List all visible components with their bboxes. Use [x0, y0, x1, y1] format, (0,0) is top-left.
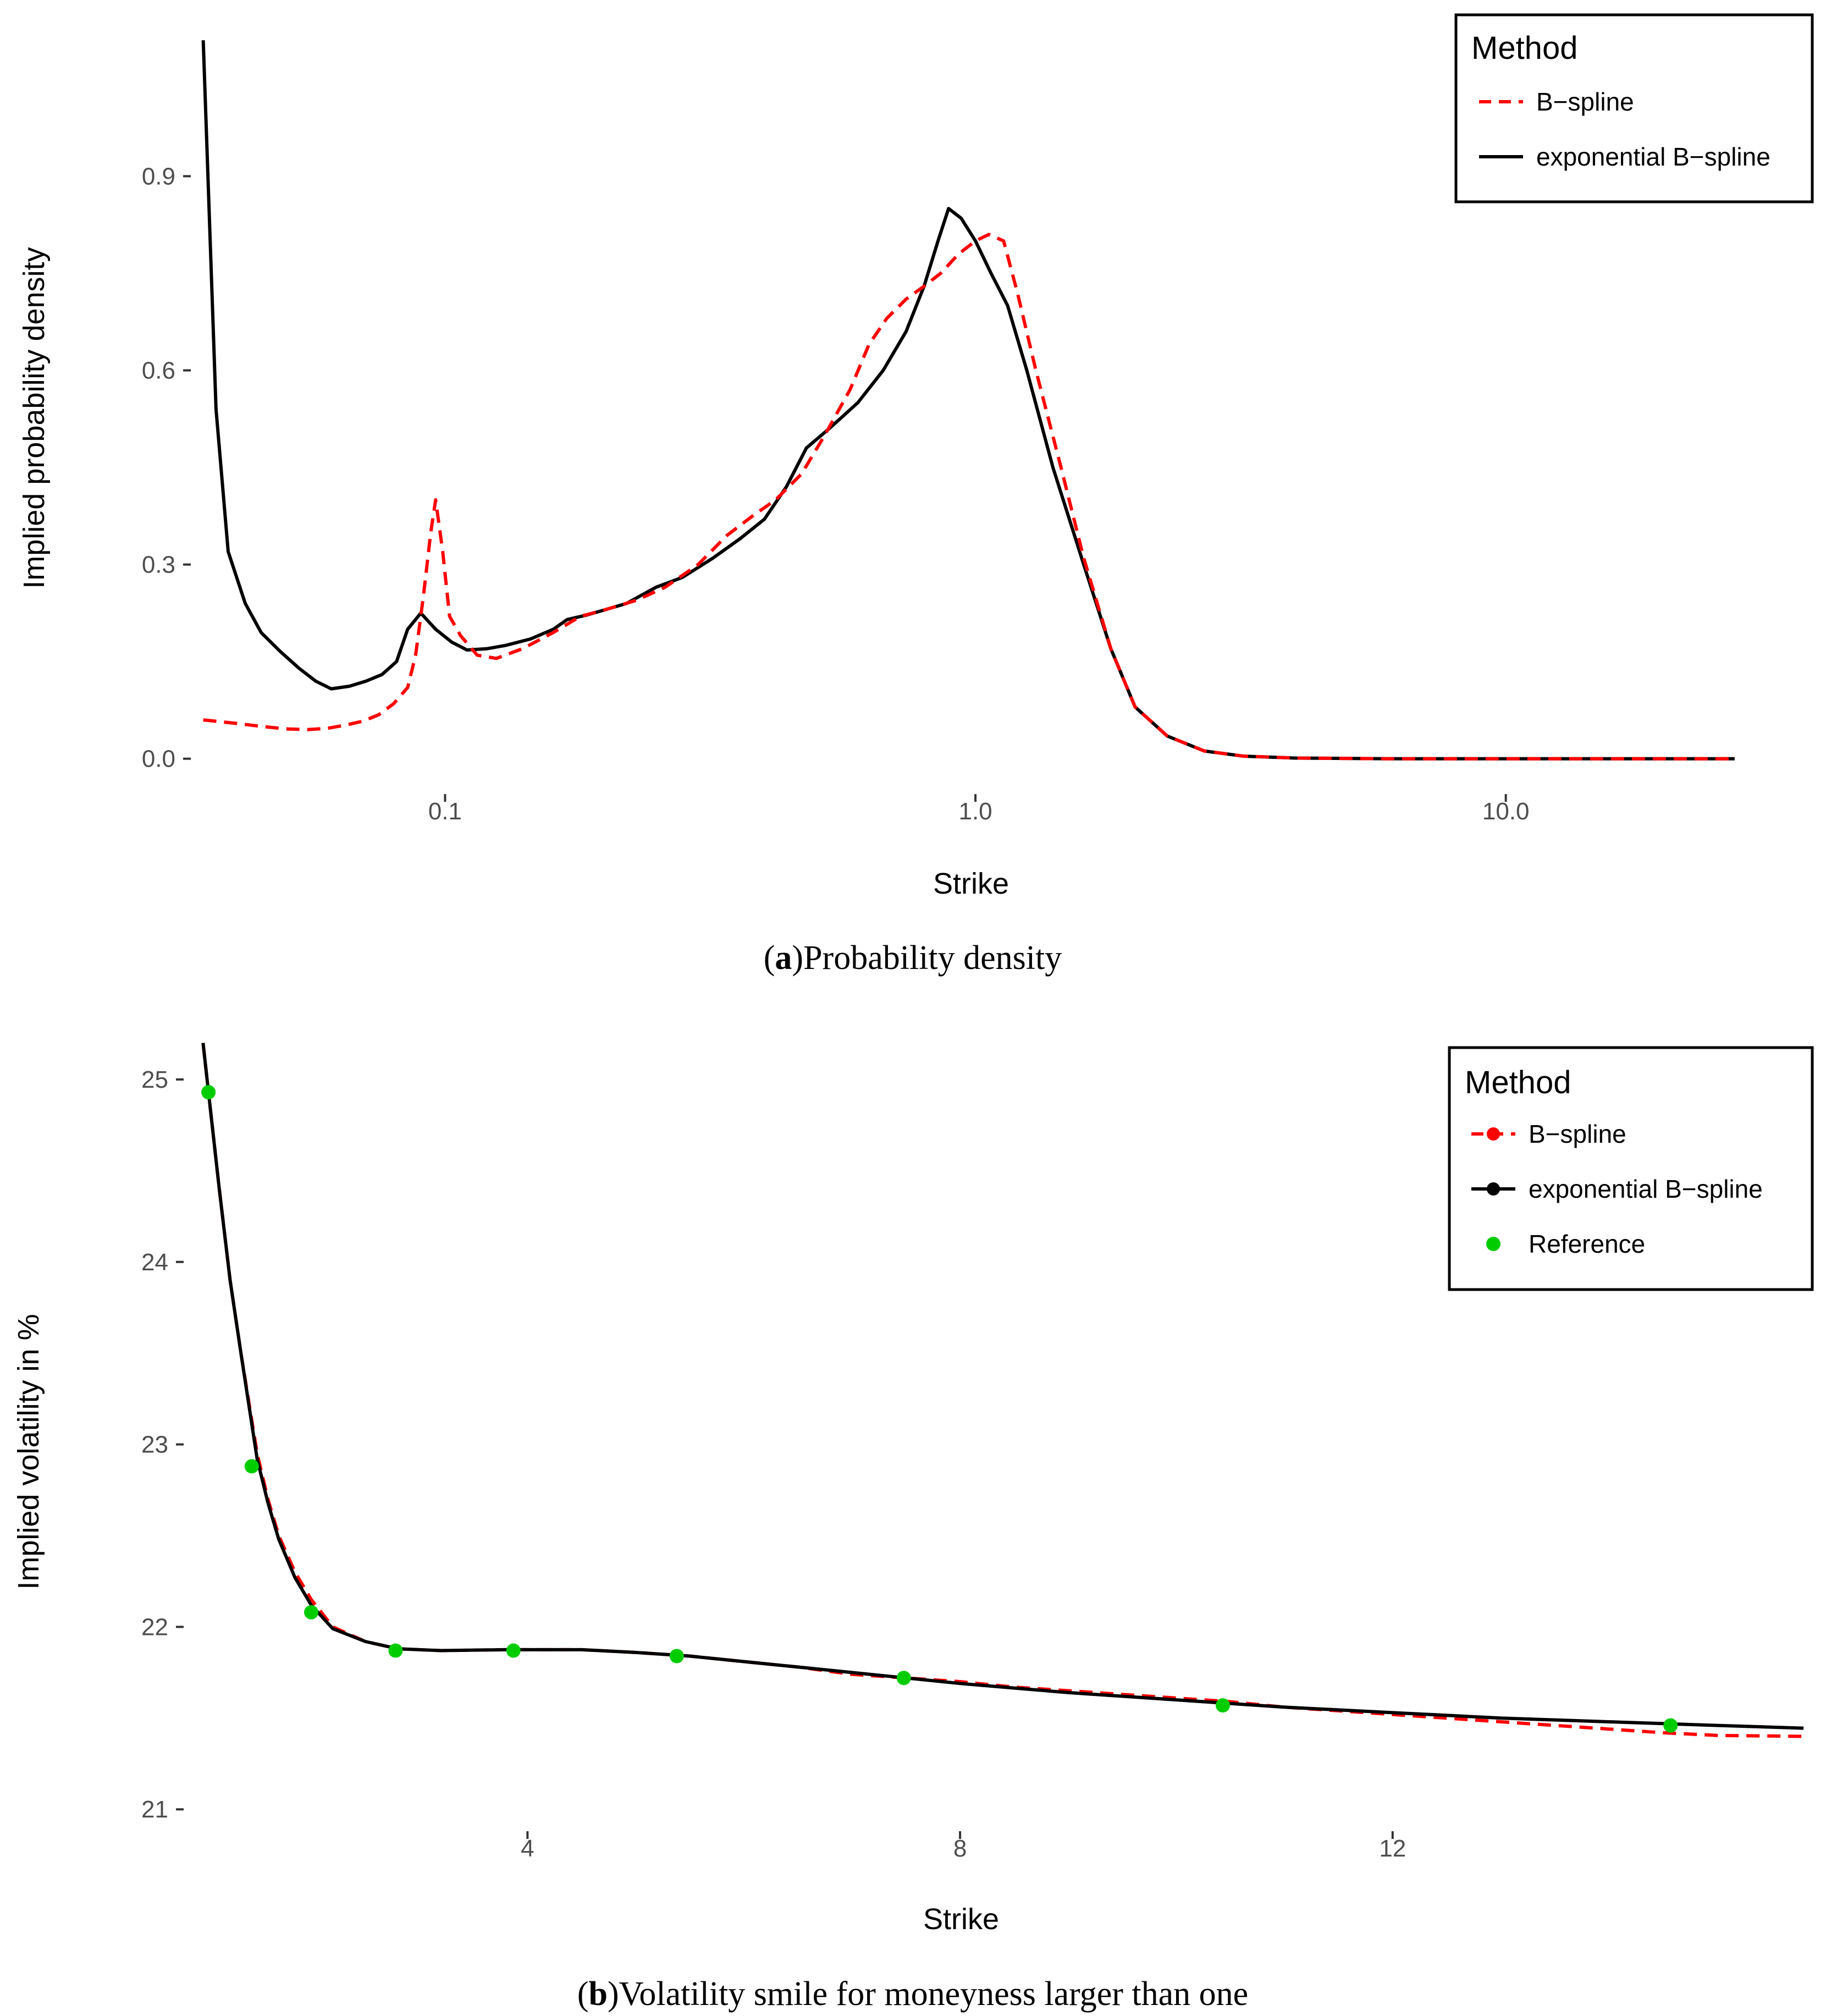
panel-a-y-tick-label: 0.9	[142, 163, 175, 190]
panel-b-caption: (b)Volatility smile for moneyness larger…	[577, 1975, 1248, 2013]
panel-a-x-ticks: 0.1 1.0 10.0	[428, 794, 1530, 825]
panel-b-y-axis-title: Implied volatility in %	[12, 1314, 45, 1589]
panel-b-caption-text: Volatility smile for moneyness larger th…	[619, 1975, 1249, 2013]
panel-b-legend: Method B−spline exponential B−spline Ref…	[1448, 1046, 1814, 1291]
panel-b-series-line-exponential-b-spline	[201, 1043, 1804, 1730]
panel-a-legend: Method B−spline exponential B−spline	[1454, 13, 1814, 203]
panel-b-reference-point	[1216, 1698, 1231, 1713]
panel-b-reference-point	[201, 1085, 216, 1100]
panel-a-y-tick-label: 0.0	[142, 746, 175, 773]
panel-a-legend-label-exp-bspline: exponential B−spline	[1536, 142, 1770, 171]
panel-b-legend-label-reference: Reference	[1529, 1230, 1645, 1258]
panel-a-x-tick-label: 0.1	[428, 798, 462, 825]
panel-a-y-tick-label: 0.6	[142, 357, 175, 384]
panel-b-y-tick-label: 22	[141, 1613, 168, 1640]
panel-a-series-line-b-spline	[203, 233, 1735, 761]
panel-b-reference-point	[1663, 1718, 1678, 1733]
panel-a-legend-box	[1454, 13, 1814, 203]
panel-a-legend-title: Method	[1471, 30, 1577, 66]
panel-b-legend-key-reference	[1486, 1237, 1500, 1251]
panel-b-legend-key-bspline-dot	[1487, 1127, 1500, 1141]
panel-b-legend-label-bspline: B−spline	[1529, 1120, 1626, 1148]
panel-b-legend-key-exp-bspline-dot	[1487, 1182, 1500, 1196]
panel-b-legend-title: Method	[1465, 1065, 1571, 1100]
panel-b-x-tick-label: 12	[1379, 1835, 1406, 1862]
panel-b-caption-letter: b	[589, 1975, 608, 2013]
panel-a-series	[201, 40, 1735, 761]
panel-a: 0.0 0.3 0.6 0.9 0.1 1.0 10.0 Strike Implied p…	[18, 13, 1814, 977]
panel-a-caption-text: Probability density	[803, 939, 1062, 977]
panel-b-y-tick-label: 23	[141, 1431, 168, 1458]
panel-b-legend-box	[1448, 1046, 1814, 1291]
panel-a-y-axis-title: Implied probability density	[18, 247, 51, 588]
panel-b-reference-point	[506, 1643, 521, 1658]
panel-a-legend-label-bspline: B−spline	[1536, 87, 1634, 116]
panel-b-x-tick-label: 4	[521, 1835, 534, 1862]
panel-b-legend-label-exp-bspline: exponential B−spline	[1529, 1175, 1763, 1203]
panel-a-x-tick-label: 10.0	[1482, 798, 1530, 825]
panel-b-x-ticks: 4 8 12	[521, 1831, 1406, 1862]
panel-b-x-axis-title: Strike	[923, 1903, 999, 1936]
panel-a-caption-letter: a	[775, 939, 792, 977]
panel-a-x-axis-title: Strike	[933, 867, 1009, 900]
panel-a-y-tick-label: 0.3	[142, 552, 175, 579]
panel-a-y-ticks: 0.0 0.3 0.6 0.9	[142, 163, 191, 773]
panel-b-y-tick-label: 21	[141, 1796, 168, 1823]
panel-b-y-tick-label: 25	[141, 1066, 168, 1093]
panel-b: 21 22 23 24 25 4 8 12 Strike Implied volatilit…	[12, 1043, 1814, 2013]
panel-a-series-line-exponential-b-spline	[201, 40, 1735, 761]
panel-b-y-tick-label: 24	[141, 1249, 168, 1276]
panel-b-reference-point	[896, 1671, 911, 1685]
panel-b-reference-point	[669, 1649, 684, 1664]
panel-b-x-tick-label: 8	[953, 1835, 967, 1862]
panel-b-reference-point	[244, 1459, 259, 1474]
panel-b-y-ticks: 21 22 23 24 25	[141, 1066, 184, 1823]
panel-b-reference-point	[304, 1605, 319, 1620]
panel-a-x-tick-label: 1.0	[958, 798, 992, 825]
panel-b-series	[201, 1043, 1804, 1738]
panel-a-caption: (a)Probability density	[764, 939, 1062, 977]
panel-b-reference-point	[388, 1643, 403, 1658]
